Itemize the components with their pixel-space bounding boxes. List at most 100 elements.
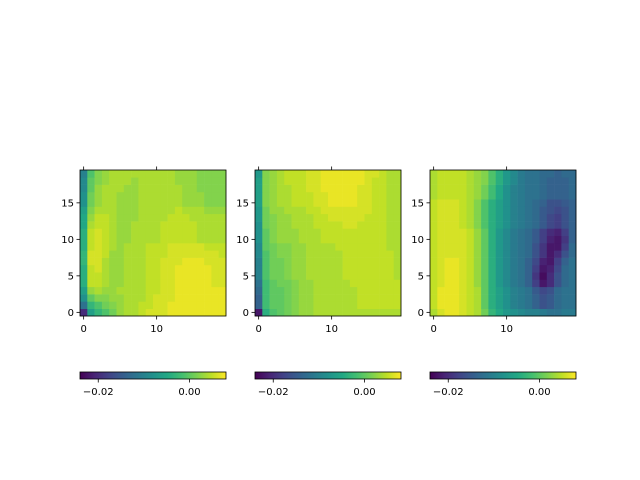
heatmap-cell bbox=[116, 250, 125, 258]
heatmap-cell bbox=[145, 184, 154, 193]
heatmap-cell bbox=[167, 221, 176, 229]
heatmap-cell bbox=[488, 170, 496, 178]
heatmap-cell bbox=[204, 279, 212, 288]
heatmap-cell bbox=[276, 235, 285, 244]
heatmap-cell bbox=[211, 264, 219, 273]
heatmap-cell bbox=[284, 206, 292, 215]
heatmap-cell bbox=[123, 213, 132, 222]
heatmap-cell bbox=[459, 191, 467, 200]
heatmap-cell bbox=[364, 206, 373, 215]
heatmap-cell bbox=[342, 228, 351, 236]
heatmap-cell bbox=[276, 272, 285, 280]
heatmap-cell bbox=[495, 308, 504, 317]
heatmap-cell bbox=[320, 235, 329, 244]
heatmap-cell bbox=[255, 308, 263, 317]
heatmap-cell bbox=[488, 228, 496, 236]
heatmap-cell bbox=[196, 177, 205, 185]
heatmap-cell bbox=[80, 206, 88, 215]
heatmap-cell bbox=[306, 170, 314, 178]
heatmap-cell bbox=[517, 279, 526, 288]
heatmap-cell bbox=[101, 199, 110, 207]
heatmap-cell bbox=[386, 301, 394, 309]
heatmap-cell bbox=[349, 250, 358, 258]
heatmap-cell bbox=[568, 272, 577, 280]
heatmap-cell bbox=[451, 308, 460, 317]
heatmap-cell bbox=[262, 272, 270, 280]
heatmap-cell bbox=[473, 228, 482, 236]
heatmap-cell bbox=[328, 264, 336, 273]
heatmap-cell bbox=[116, 228, 125, 236]
heatmap-cell bbox=[524, 257, 533, 266]
heatmap-cell bbox=[174, 228, 183, 236]
heatmap-cell bbox=[473, 184, 482, 193]
heatmap-cell bbox=[481, 199, 489, 207]
heatmap-cell bbox=[255, 199, 263, 207]
heatmap-cell bbox=[335, 301, 343, 309]
heatmap-cell bbox=[291, 308, 300, 317]
heatmap-cell bbox=[262, 221, 270, 229]
heatmap-cell bbox=[262, 206, 270, 215]
heatmap-cell bbox=[87, 206, 95, 215]
heatmap-cell bbox=[320, 213, 329, 222]
heatmap-cell bbox=[561, 243, 569, 251]
heatmap-cell bbox=[481, 184, 489, 193]
heatmap-cell bbox=[444, 184, 453, 193]
heatmap-cell bbox=[298, 191, 307, 200]
heatmap-cell bbox=[138, 286, 146, 295]
heatmap-cell bbox=[145, 250, 154, 258]
heatmap-cell bbox=[123, 294, 132, 302]
heatmap-cell bbox=[364, 243, 373, 251]
heatmap-cell bbox=[306, 213, 314, 222]
colorbar bbox=[80, 372, 226, 379]
heatmap-cell bbox=[437, 177, 445, 185]
heatmap-cell bbox=[123, 243, 132, 251]
heatmap-cell bbox=[255, 264, 263, 273]
heatmap-cell bbox=[109, 308, 117, 317]
heatmap-cell bbox=[306, 235, 314, 244]
heatmap-cell bbox=[328, 294, 336, 302]
heatmap-cell bbox=[488, 206, 496, 215]
heatmap-cell bbox=[109, 228, 117, 236]
heatmap-cell bbox=[269, 184, 278, 193]
heatmap-cell bbox=[546, 235, 555, 244]
heatmap-cell bbox=[342, 235, 351, 244]
heatmap-cell bbox=[481, 294, 489, 302]
heatmap-cell bbox=[276, 294, 285, 302]
heatmap-cell bbox=[357, 308, 365, 317]
heatmap-cell bbox=[196, 279, 205, 288]
heatmap-cell bbox=[510, 235, 518, 244]
heatmap-cell bbox=[481, 272, 489, 280]
heatmap-cell bbox=[379, 257, 387, 266]
heatmap-cell bbox=[437, 170, 445, 178]
heatmap-cell bbox=[444, 177, 453, 185]
heatmap-cell bbox=[276, 221, 285, 229]
heatmap-cell bbox=[524, 199, 533, 207]
heatmap-cell bbox=[517, 286, 526, 295]
heatmap-cell bbox=[320, 221, 329, 229]
heatmap-cell bbox=[131, 257, 139, 266]
heatmap-cell bbox=[218, 184, 227, 193]
heatmap-cell bbox=[160, 184, 168, 193]
heatmap-cell bbox=[291, 257, 300, 266]
heatmap-cell bbox=[87, 308, 95, 317]
y-tick-label: 5 bbox=[68, 271, 74, 282]
heatmap-cell bbox=[153, 191, 161, 200]
heatmap-cell bbox=[459, 199, 467, 207]
heatmap-cell bbox=[101, 308, 110, 317]
heatmap-cell bbox=[451, 184, 460, 193]
heatmap-cell bbox=[211, 257, 219, 266]
heatmap-cell bbox=[473, 221, 482, 229]
heatmap-cell bbox=[276, 191, 285, 200]
heatmap-cell bbox=[313, 308, 321, 317]
heatmap-cell bbox=[284, 235, 292, 244]
heatmap-cell bbox=[349, 257, 358, 266]
heatmap-cell bbox=[342, 213, 351, 222]
heatmap-cell bbox=[291, 228, 300, 236]
heatmap-cell bbox=[211, 294, 219, 302]
heatmap-cell bbox=[335, 221, 343, 229]
heatmap-cell bbox=[532, 221, 540, 229]
heatmap-cell bbox=[320, 228, 329, 236]
colorbar-tick-label: −0.02 bbox=[258, 387, 289, 398]
y-tick-label: 0 bbox=[68, 308, 74, 319]
heatmap-cell bbox=[218, 294, 227, 302]
